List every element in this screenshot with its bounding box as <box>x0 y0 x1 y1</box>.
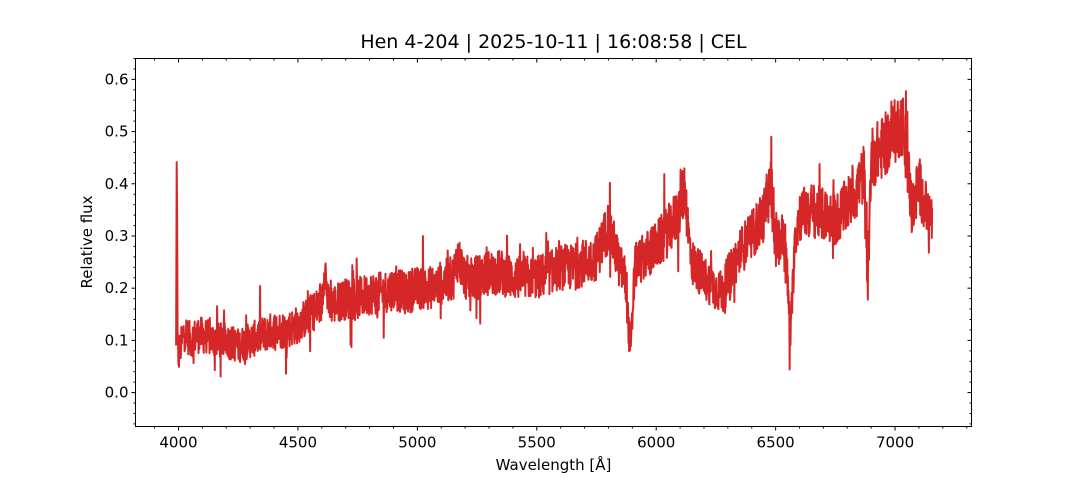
y-tick-label: 0.5 <box>105 123 129 141</box>
y-tick-label: 0.1 <box>105 331 129 349</box>
axes-frame <box>135 58 972 427</box>
y-tick-label: 0.0 <box>105 384 129 402</box>
x-tick-label: 7000 <box>876 434 914 452</box>
x-tick-label: 5000 <box>398 434 436 452</box>
axis-ticks: 4000 4500 5000 5500 6000 6500 7000 0.0 0.1 0.2 0.3… <box>105 58 972 452</box>
y-tick-label: 0.2 <box>105 279 129 297</box>
y-axis-label: Relative flux <box>78 195 96 288</box>
spectrum-line-series-0 <box>175 90 934 378</box>
x-tick-label: 6500 <box>757 434 795 452</box>
y-tick-label: 0.6 <box>105 70 129 88</box>
chart-title: Hen 4-204 | 2025-10-11 | 16:08:58 | CEL <box>360 31 747 53</box>
x-axis-label: Wavelength [Å] <box>496 455 612 474</box>
x-tick-label: 4000 <box>159 434 197 452</box>
x-tick-label: 6000 <box>637 434 675 452</box>
y-tick-label: 0.3 <box>105 227 129 245</box>
y-tick-label: 0.4 <box>105 175 129 193</box>
x-tick-label: 5500 <box>518 434 556 452</box>
x-tick-label: 4500 <box>279 434 317 452</box>
plot-area <box>175 90 934 378</box>
